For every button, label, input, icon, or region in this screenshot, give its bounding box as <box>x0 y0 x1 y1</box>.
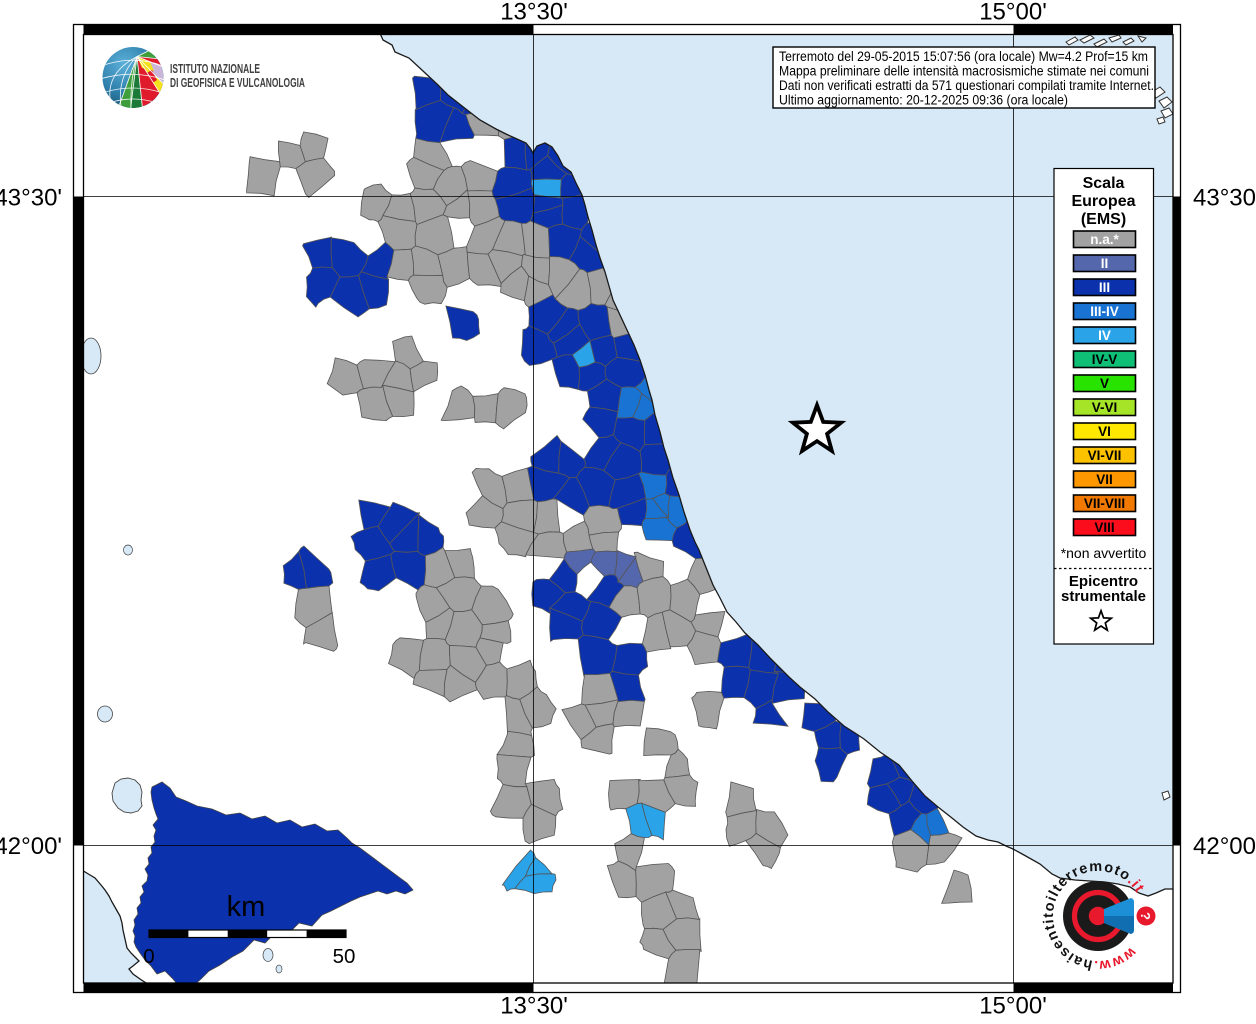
svg-text:V: V <box>1100 376 1109 391</box>
svg-text:km: km <box>227 891 266 923</box>
svg-text:ISTITUTO NAZIONALE: ISTITUTO NAZIONALE <box>170 62 260 76</box>
svg-text:Dati non verificati estratti d: Dati non verificati estratti da 571 ques… <box>779 78 1154 93</box>
svg-text:50: 50 <box>333 945 356 968</box>
svg-text:VIII: VIII <box>1094 520 1114 535</box>
svg-text:Ultimo aggiornamento: 20-12-20: Ultimo aggiornamento: 20-12-2025 09:36 (… <box>779 93 1068 108</box>
svg-text:Scala: Scala <box>1083 175 1125 192</box>
svg-text:?: ? <box>1138 912 1153 920</box>
svg-text:43°30': 43°30' <box>1193 185 1256 212</box>
svg-text:III-IV: III-IV <box>1090 304 1119 319</box>
svg-text:0: 0 <box>143 945 154 968</box>
svg-text:13°30': 13°30' <box>500 993 568 1020</box>
svg-text:VI: VI <box>1098 424 1111 439</box>
svg-text:13°30': 13°30' <box>500 0 568 26</box>
svg-text:II: II <box>1101 256 1109 271</box>
svg-text:42°00': 42°00' <box>1193 833 1256 860</box>
svg-text:Terremoto del 29-05-2015 15:07: Terremoto del 29-05-2015 15:07:56 (ora l… <box>779 49 1148 64</box>
svg-text:IV-V: IV-V <box>1092 352 1118 367</box>
svg-text:VII-VIII: VII-VIII <box>1084 496 1125 511</box>
svg-text:V-VI: V-VI <box>1092 400 1118 415</box>
svg-text:n.a.*: n.a.* <box>1090 232 1119 247</box>
svg-text:DI GEOFISICA E VULCANOLOGIA: DI GEOFISICA E VULCANOLOGIA <box>170 76 305 90</box>
svg-text:(EMS): (EMS) <box>1081 211 1126 228</box>
svg-text:Mappa preliminare delle intens: Mappa preliminare delle intensità macros… <box>779 64 1149 79</box>
svg-text:VI-VII: VI-VII <box>1088 448 1122 463</box>
svg-text:15°00': 15°00' <box>979 993 1047 1020</box>
svg-text:15°00': 15°00' <box>979 0 1047 26</box>
svg-text:IV: IV <box>1098 328 1111 343</box>
svg-text:Epicentro: Epicentro <box>1069 573 1138 590</box>
svg-text:Europea: Europea <box>1071 193 1135 210</box>
svg-text:*non avvertito: *non avvertito <box>1061 545 1147 561</box>
svg-text:42°00': 42°00' <box>0 833 62 860</box>
svg-text:43°30': 43°30' <box>0 185 62 212</box>
svg-text:strumentale: strumentale <box>1061 588 1146 605</box>
svg-text:III: III <box>1099 280 1110 295</box>
svg-text:VII: VII <box>1096 472 1113 487</box>
